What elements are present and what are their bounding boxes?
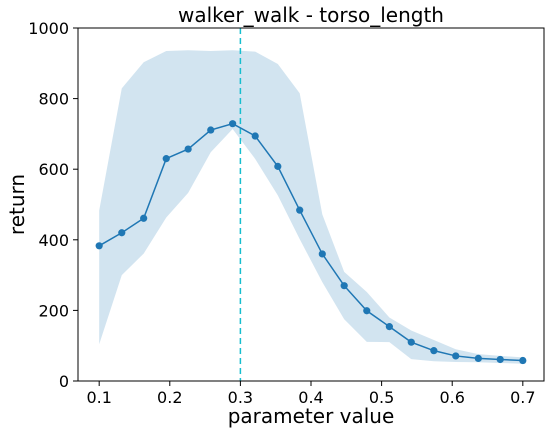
data-point [452, 352, 460, 360]
chart-title: walker_walk - torso_length [178, 3, 444, 27]
x-ticks: 0.1 0.2 0.3 0.4 0.5 0.6 0.7 [86, 381, 536, 407]
series-line [98, 122, 523, 362]
x-tick-label: 0.6 [439, 388, 464, 407]
data-point [474, 354, 482, 363]
data-point [184, 145, 192, 153]
data-point [95, 242, 103, 250]
data-point [162, 155, 170, 163]
x-tick-label: 0.7 [510, 388, 535, 407]
x-tick-label: 0.1 [86, 388, 111, 407]
data-point [340, 282, 348, 290]
confidence-band-layer [99, 50, 523, 364]
data-point [251, 132, 259, 140]
y-tick-label: 1000 [28, 19, 69, 38]
y-ticks: 0 200 400 600 800 1000 [28, 19, 78, 391]
y-tick-label: 600 [38, 160, 69, 179]
confidence-band [99, 50, 523, 364]
x-axis-label: parameter value [228, 404, 395, 428]
x-tick-label: 0.4 [298, 388, 323, 407]
data-points-layer [95, 120, 527, 365]
y-tick-label: 0 [59, 372, 69, 391]
y-tick-label: 200 [38, 301, 69, 320]
data-point [496, 355, 504, 364]
data-point [274, 162, 282, 170]
x-tick-label: 0.2 [157, 388, 182, 407]
data-point [140, 214, 148, 222]
data-point [207, 126, 215, 134]
y-axis-label: return [5, 174, 29, 235]
data-point [519, 356, 527, 365]
data-point [229, 120, 237, 128]
series-line-layer [98, 122, 523, 362]
y-tick-label: 800 [38, 90, 69, 109]
x-tick-label: 0.5 [369, 388, 394, 407]
data-point [363, 307, 371, 315]
y-tick-label: 400 [38, 231, 69, 250]
x-tick-label: 0.3 [228, 388, 253, 407]
data-point [318, 250, 326, 258]
data-point [118, 229, 126, 237]
data-point [296, 206, 304, 214]
data-point [407, 338, 415, 346]
data-point [430, 347, 438, 355]
data-point [385, 323, 393, 331]
